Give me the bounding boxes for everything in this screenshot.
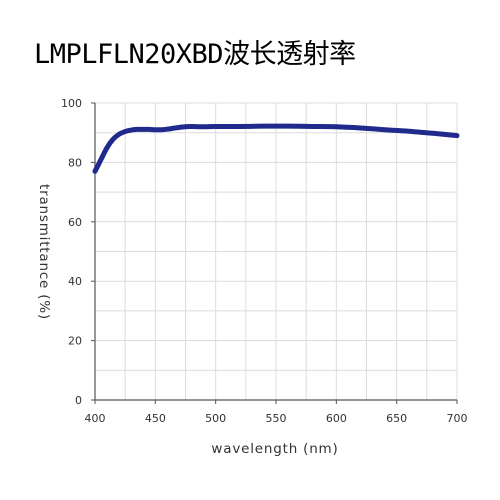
x-tick-label: 550 bbox=[266, 412, 287, 425]
chart-grid bbox=[94, 102, 458, 401]
chart-axes bbox=[91, 102, 458, 404]
y-tick-label: 60 bbox=[68, 216, 82, 229]
x-tick-label: 500 bbox=[205, 412, 226, 425]
x-tick-label: 700 bbox=[447, 412, 468, 425]
page-title: LMPLFLN20XBD波长透射率 bbox=[34, 39, 356, 70]
x-tick-label: 400 bbox=[85, 412, 106, 425]
chart-tick-labels: 400 450 500 550 600 650 700 0 20 40 60 80 100 bbox=[61, 97, 468, 425]
x-axis-title: wavelength (nm) bbox=[211, 441, 338, 457]
y-tick-label: 40 bbox=[68, 275, 82, 288]
chart-series bbox=[92, 123, 460, 174]
transmittance-series-line bbox=[92, 123, 460, 174]
y-tick-label: 0 bbox=[75, 394, 82, 407]
y-axis-title: transmittance (%) bbox=[36, 184, 52, 320]
x-tick-label: 450 bbox=[145, 412, 166, 425]
x-tick-label: 600 bbox=[326, 412, 347, 425]
y-tick-label: 20 bbox=[68, 335, 82, 348]
y-tick-label: 80 bbox=[68, 156, 82, 169]
y-tick-label: 100 bbox=[61, 97, 82, 110]
x-tick-label: 650 bbox=[386, 412, 407, 425]
